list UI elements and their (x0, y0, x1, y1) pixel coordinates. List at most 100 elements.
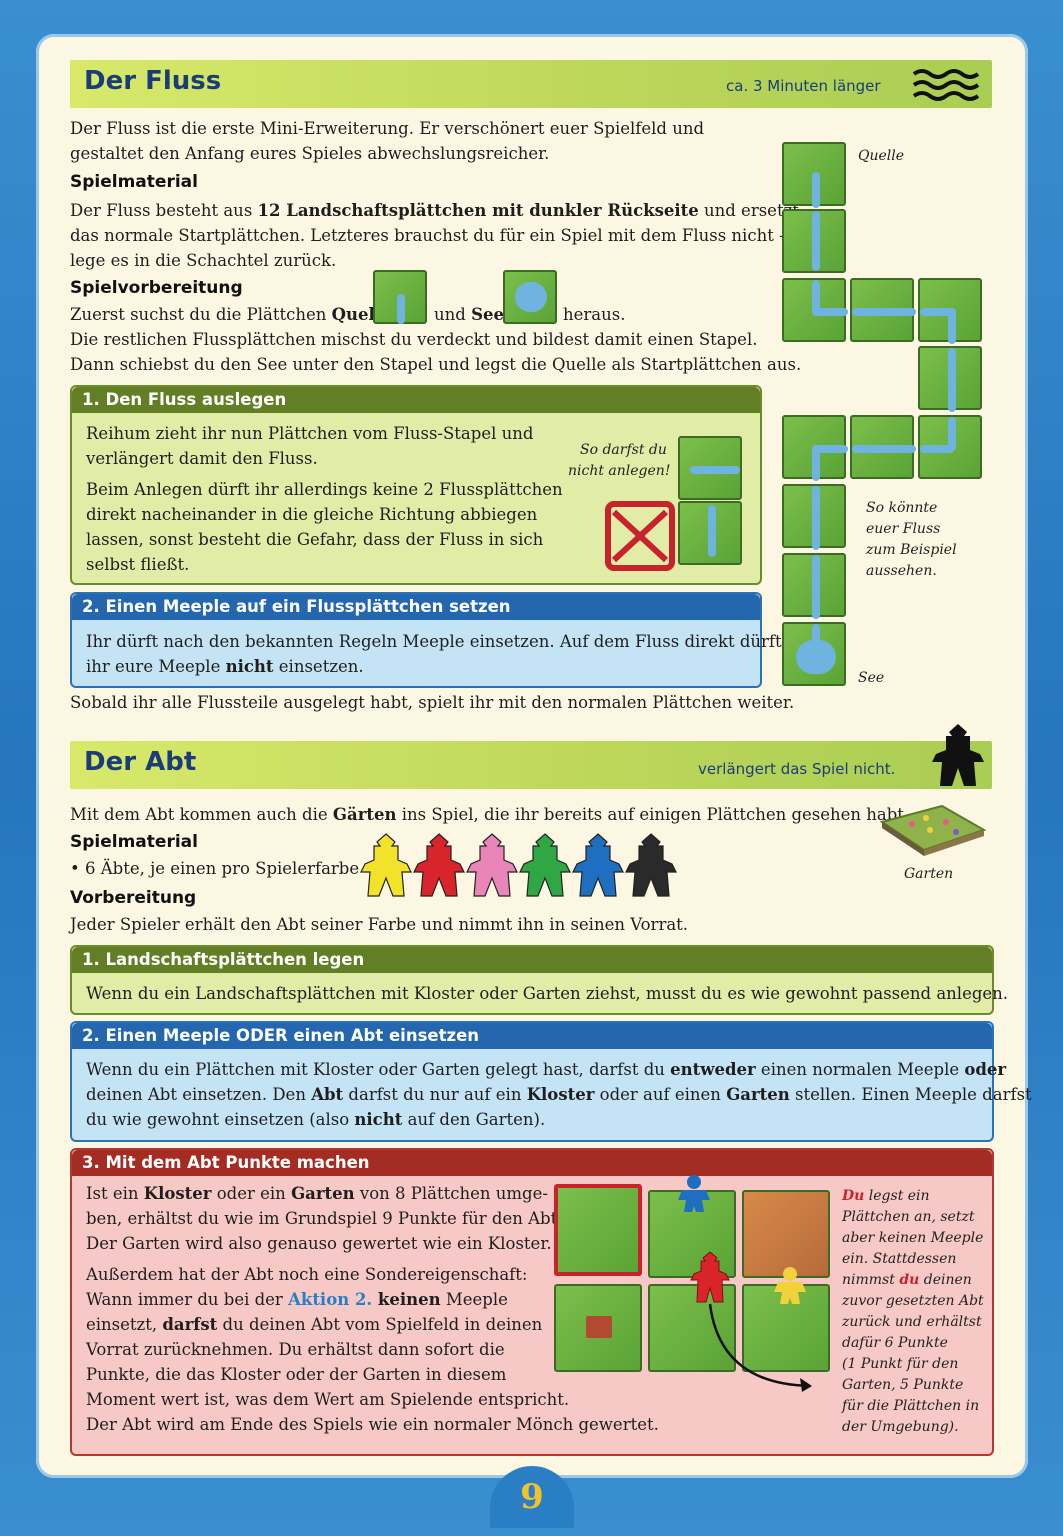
river-tile (782, 415, 848, 481)
abt-box3-line-1: Ist ein Kloster oder ein Garten von 8 Pl… (86, 1184, 548, 1203)
fluss-box1-p2-line-2: direkt nacheinander in die gleiche Richt… (86, 505, 538, 524)
fluss-material-heading: Spielmaterial (70, 172, 198, 192)
abt-prep-line-1: Jeder Spieler erhält den Abt seiner Farb… (70, 915, 689, 934)
fluss-banner: Der Fluss ca. 3 Minuten länger (70, 60, 992, 108)
abt-box3-line-6: einsetzt, darfst du deinen Abt vom Spiel… (86, 1315, 543, 1334)
page-number: 9 (490, 1466, 574, 1528)
fluss-prep-line-1b: und See (434, 305, 504, 324)
abbot-figure-icon (519, 833, 571, 897)
fluss-box1-p2-line-4: selbst fließt. (86, 555, 190, 574)
river-tile (918, 415, 982, 479)
abt-side-line-2: Plättchen an, setzt (842, 1209, 975, 1225)
abt-box3-line-4: Außerdem hat der Abt noch eine Sondereig… (86, 1265, 528, 1284)
abbot-figure-icon (466, 833, 518, 897)
fluss-outro: Sobald ihr alle Flussteile ausgelegt hab… (70, 693, 795, 712)
abt-side-line-6: zuvor gesetzten Abt (842, 1293, 984, 1309)
abbot-figures (360, 830, 690, 902)
abt-box2-line-1: Wenn du ein Plättchen mit Kloster oder G… (86, 1060, 1007, 1079)
abt-box2-line-2: deinen Abt einsetzen. Den Abt darfst du … (86, 1085, 1032, 1104)
abt-side-line-12: der Umgebung). (842, 1419, 959, 1435)
not-allowed-icon (605, 501, 675, 571)
fluss-box2-line-1: Ihr dürft nach den bekannten Regeln Meep… (86, 632, 782, 651)
abt-box3-line-2: ben, erhältst du wie im Grundspiel 9 Pun… (86, 1209, 563, 1228)
abt-side-line-9: (1 Punkt für den (842, 1356, 959, 1372)
abt-side-line-3: aber keinen Meeple (842, 1230, 984, 1246)
fluss-intro-line-1: Der Fluss ist die erste Mini-Erweiterung… (70, 119, 705, 138)
river-tile-illustration (678, 436, 742, 500)
abt-box3-line-7: Vorrat zurücknehmen. Du erhältst dann so… (86, 1340, 505, 1359)
fluss-box1-p2-line-3: lassen, sonst besteht die Gefahr, dass d… (86, 530, 544, 549)
abt-box3-line-8: Punkte, die das Kloster oder der Garten … (86, 1365, 507, 1384)
placed-tile-highlight (554, 1184, 642, 1276)
abt-banner: Der Abt verlängert das Spiel nicht. (70, 741, 992, 789)
abbot-figure-icon (625, 833, 677, 897)
fluss-prep-line-3: Dann schiebst du den See unter den Stape… (70, 355, 802, 374)
abt-box3-line-3: Der Garten wird also genauso gewertet wi… (86, 1234, 552, 1253)
abt-box-1-title: 1. Landschaftsplättchen legen (72, 947, 992, 973)
abt-title: Der Abt (84, 747, 197, 777)
waves-icon (912, 69, 980, 101)
fluss-prep-line-1: Zuerst suchst du die Plättchen Quelle (70, 305, 392, 324)
abt-prep-heading: Vorbereitung (70, 888, 197, 908)
caption-example-4: aussehen. (866, 563, 937, 579)
river-tile (850, 415, 916, 479)
scoring-tile-city (742, 1190, 830, 1278)
fluss-wrong-caption-2: nicht anlegen! (568, 463, 671, 479)
fluss-intro-line-2: gestaltet den Anfang eures Spieles abwec… (70, 144, 550, 163)
abt-intro: Mit dem Abt kommen auch die Gärten ins S… (70, 805, 910, 824)
fluss-prep-heading: Spielvorbereitung (70, 278, 243, 298)
fluss-prep-line-2: Die restlichen Flussplättchen mischst du… (70, 330, 758, 349)
caption-example-3: zum Beispiel (866, 542, 957, 558)
caption-see: See (858, 670, 885, 686)
yellow-meeple-icon (774, 1267, 806, 1304)
abbot-figure-icon (572, 833, 624, 897)
garden-tile-icon (879, 804, 987, 856)
fluss-box-1-title: 1. Den Fluss auslegen (72, 387, 760, 413)
caption-quelle: Quelle (858, 148, 905, 164)
return-arrow-icon (708, 1303, 812, 1392)
abt-box2-line-3: du wie gewohnt einsetzen (also nicht auf… (86, 1110, 546, 1129)
fluss-material-line-3: lege es in die Schachtel zurück. (70, 251, 337, 270)
fluss-wrong-caption-1: So darfst du (580, 442, 667, 458)
abt-side-line-4: ein. Stattdessen (842, 1251, 957, 1267)
abt-side-line-7: zurück und erhältst (842, 1314, 982, 1330)
fluss-material-line-1: Der Fluss besteht aus 12 Landschaftsplät… (70, 201, 799, 220)
fluss-box2-line-2: ihr eure Meeple nicht einsetzen. (86, 657, 364, 676)
abt-side-line-8: dafür 6 Punkte (842, 1335, 948, 1351)
abt-duration-hint: verlängert das Spiel nicht. (698, 760, 896, 778)
river-tile (850, 278, 916, 342)
abt-box-2: 2. Einen Meeple ODER einen Abt einsetzen (70, 1021, 994, 1142)
river-tile (782, 553, 846, 619)
abt-box-3-title: 3. Mit dem Abt Punkte machen (72, 1150, 992, 1176)
river-tile (782, 278, 848, 342)
abt-box3-line-5: Wann immer du bei der Aktion 2. keinen M… (86, 1290, 508, 1309)
river-tile (918, 278, 982, 344)
fluss-box1-p1-line-1: Reihum zieht ihr nun Plättchen vom Fluss… (86, 424, 534, 443)
river-tile (782, 209, 846, 273)
abt-box1-line-1: Wenn du ein Landschaftsplättchen mit Klo… (86, 984, 1009, 1003)
abt-side-line-5: nimmst du deinen (842, 1272, 972, 1288)
fluss-box-2-title: 2. Einen Meeple auf ein Flussplättchen s… (72, 594, 760, 620)
fluss-box1-p2-line-1: Beim Anlegen dürft ihr allerdings keine … (86, 480, 563, 499)
fluss-box-1: 1. Den Fluss auslegen (70, 385, 762, 585)
red-abbot-icon (690, 1251, 730, 1303)
river-tile-see (782, 622, 846, 686)
abt-box-1: 1. Landschaftsplättchen legen (70, 945, 994, 1015)
abt-side-line-10: Garten, 5 Punkte (842, 1377, 964, 1393)
river-tile-illustration (678, 501, 742, 565)
quelle-tile-icon (373, 270, 427, 324)
river-tile (782, 484, 846, 550)
abt-box3-line-10: Der Abt wird am Ende des Spiels wie ein … (86, 1415, 659, 1434)
garden-caption: Garten (904, 866, 954, 882)
fluss-prep-line-1c: heraus. (563, 305, 626, 324)
abbot-figure-icon (360, 833, 412, 897)
caption-example-2: euer Fluss (866, 521, 941, 537)
abt-material-heading: Spielmaterial (70, 832, 198, 852)
abt-box-3: 3. Mit dem Abt Punkte machen (70, 1148, 994, 1456)
abbot-figure-icon (413, 833, 465, 897)
caption-example-1: So könnte (866, 500, 938, 516)
abt-side-line-1: Du legst ein (842, 1188, 930, 1204)
fluss-material-line-2: das normale Startplättchen. Letzteres br… (70, 226, 788, 245)
fluss-duration-hint: ca. 3 Minuten länger (726, 77, 881, 95)
scoring-tile-cloister (554, 1284, 642, 1372)
